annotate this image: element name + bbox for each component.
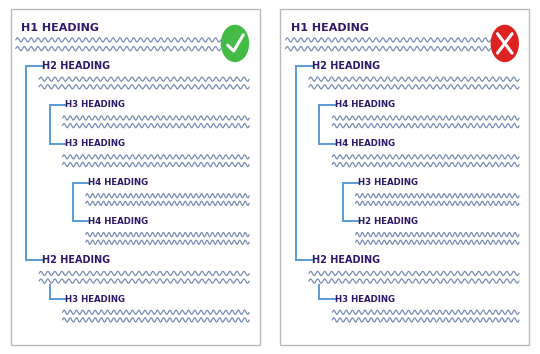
Circle shape (491, 25, 518, 62)
Text: H3 HEADING: H3 HEADING (65, 100, 125, 109)
FancyBboxPatch shape (11, 9, 260, 345)
Text: H2 HEADING: H2 HEADING (312, 61, 380, 71)
Text: H3 HEADING: H3 HEADING (335, 295, 395, 304)
Text: H1 HEADING: H1 HEADING (21, 23, 99, 33)
Text: H2 HEADING: H2 HEADING (358, 217, 418, 226)
Circle shape (221, 25, 248, 62)
Text: H2 HEADING: H2 HEADING (42, 61, 110, 71)
FancyBboxPatch shape (280, 9, 529, 345)
Text: H1 HEADING: H1 HEADING (291, 23, 369, 33)
Text: H4 HEADING: H4 HEADING (89, 217, 148, 226)
Text: H3 HEADING: H3 HEADING (65, 139, 125, 148)
Text: H2 HEADING: H2 HEADING (42, 255, 110, 265)
Text: H3 HEADING: H3 HEADING (65, 295, 125, 304)
Text: H4 HEADING: H4 HEADING (89, 178, 148, 187)
Text: H3 HEADING: H3 HEADING (358, 178, 418, 187)
Text: H2 HEADING: H2 HEADING (312, 255, 380, 265)
Text: H4 HEADING: H4 HEADING (335, 100, 395, 109)
Text: H4 HEADING: H4 HEADING (335, 139, 395, 148)
